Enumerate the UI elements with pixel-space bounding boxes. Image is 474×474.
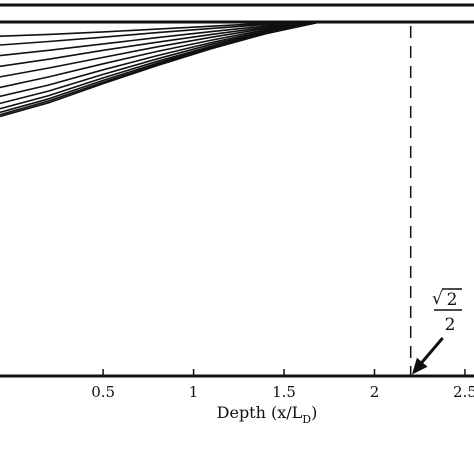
x-tick-label-4: 2: [370, 383, 380, 401]
x-tick-label-1: 0.5: [91, 383, 115, 401]
series-line-5: [0, 21, 321, 78]
annotation-arrow-head: [412, 357, 428, 375]
annotation-numerator: 2: [447, 290, 458, 310]
annotation-denominator: 2: [445, 315, 456, 335]
x-tick-label-5: 2.5: [453, 383, 474, 401]
x-ticks-group: 0.5 1 1.5 2 2.5: [91, 369, 474, 401]
series-line-2: [0, 21, 321, 46]
series-line-4: [0, 21, 321, 68]
series-line-6: [0, 21, 321, 89]
series-line-12: [0, 21, 321, 118]
series-line-7: [0, 21, 321, 98]
x-axis-label-close: ): [311, 403, 317, 422]
series-line-1: [0, 21, 321, 37]
plot-frame: [0, 3, 474, 378]
x-axis-label-main: Depth (x/L: [217, 403, 303, 422]
x-axis-label: Depth (x/LD): [217, 403, 318, 426]
annotation: √ 2 2: [412, 288, 462, 375]
annotation-radical: √: [432, 289, 443, 309]
x-tick-label-2: 1: [189, 383, 199, 401]
series-line-10: [0, 21, 321, 114]
series-group: [0, 21, 321, 118]
annotation-arrow-line: [418, 337, 444, 366]
series-line-3: [0, 21, 321, 57]
x-tick-label-3: 1.5: [272, 383, 296, 401]
x-axis-label-subscript: D: [302, 413, 311, 426]
